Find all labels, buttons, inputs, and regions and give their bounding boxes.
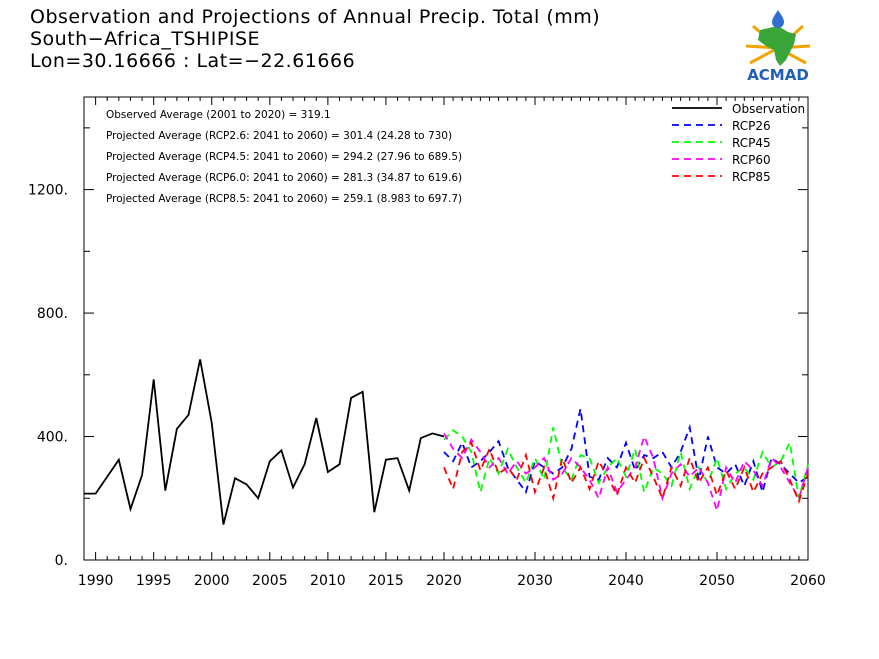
chart-title-block: Observation and Projections of Annual Pr…	[30, 6, 600, 72]
acmad-logo: ACMAD	[745, 10, 811, 84]
series-line-rcp45	[443, 427, 809, 499]
plot-frame	[83, 96, 809, 561]
y-tick-label: 800.	[37, 306, 68, 322]
x-tick-label: 2015	[368, 573, 404, 589]
annotation-text: Observed Average (2001 to 2020) = 319.1	[106, 109, 331, 121]
x-tick-label: 2000	[194, 573, 230, 589]
legend-label-rcp60: RCP60	[732, 153, 771, 167]
y-tick-label: 0.	[55, 553, 68, 569]
legend-label-observation: Observation	[732, 102, 805, 116]
y-tick-label: 400.	[37, 430, 68, 446]
y-tick-label: 1200.	[28, 183, 68, 199]
x-tick-label: 2040	[608, 573, 644, 589]
legend-label-rcp85: RCP85	[732, 170, 771, 184]
water-drop-icon	[772, 10, 784, 28]
annotation-text: Projected Average (RCP2.6: 2041 to 2060)…	[106, 130, 452, 142]
africa-map-icon	[758, 26, 796, 66]
x-tick-label: 2005	[252, 573, 288, 589]
station-name: South−Africa_TSHIPISE	[30, 28, 261, 50]
station-coordinates: Lon=30.16666 : Lat=−22.61666	[30, 50, 356, 72]
annotation-text: Projected Average (RCP8.5: 2041 to 2060)…	[106, 193, 462, 205]
x-tick-label: 1995	[136, 573, 172, 589]
x-tick-label: 2060	[790, 573, 826, 589]
annotation-text: Projected Average (RCP4.5: 2041 to 2060)…	[106, 151, 462, 163]
series-line-rcp26	[443, 408, 809, 496]
legend-label-rcp26: RCP26	[732, 119, 771, 133]
chart-title: Observation and Projections of Annual Pr…	[30, 6, 601, 28]
x-tick-label: 2050	[699, 573, 735, 589]
x-tick-label: 1990	[78, 573, 114, 589]
annotation-text: Projected Average (RCP6.0: 2041 to 2060)…	[106, 172, 462, 184]
logo-text: ACMAD	[747, 66, 809, 84]
x-tick-label: 2010	[310, 573, 346, 589]
x-tick-label: 2030	[517, 573, 553, 589]
series-line-rcp85	[443, 441, 809, 504]
x-tick-label: 2020	[426, 573, 462, 589]
series-line-observation	[84, 359, 445, 525]
legend-label-rcp45: RCP45	[732, 136, 771, 150]
